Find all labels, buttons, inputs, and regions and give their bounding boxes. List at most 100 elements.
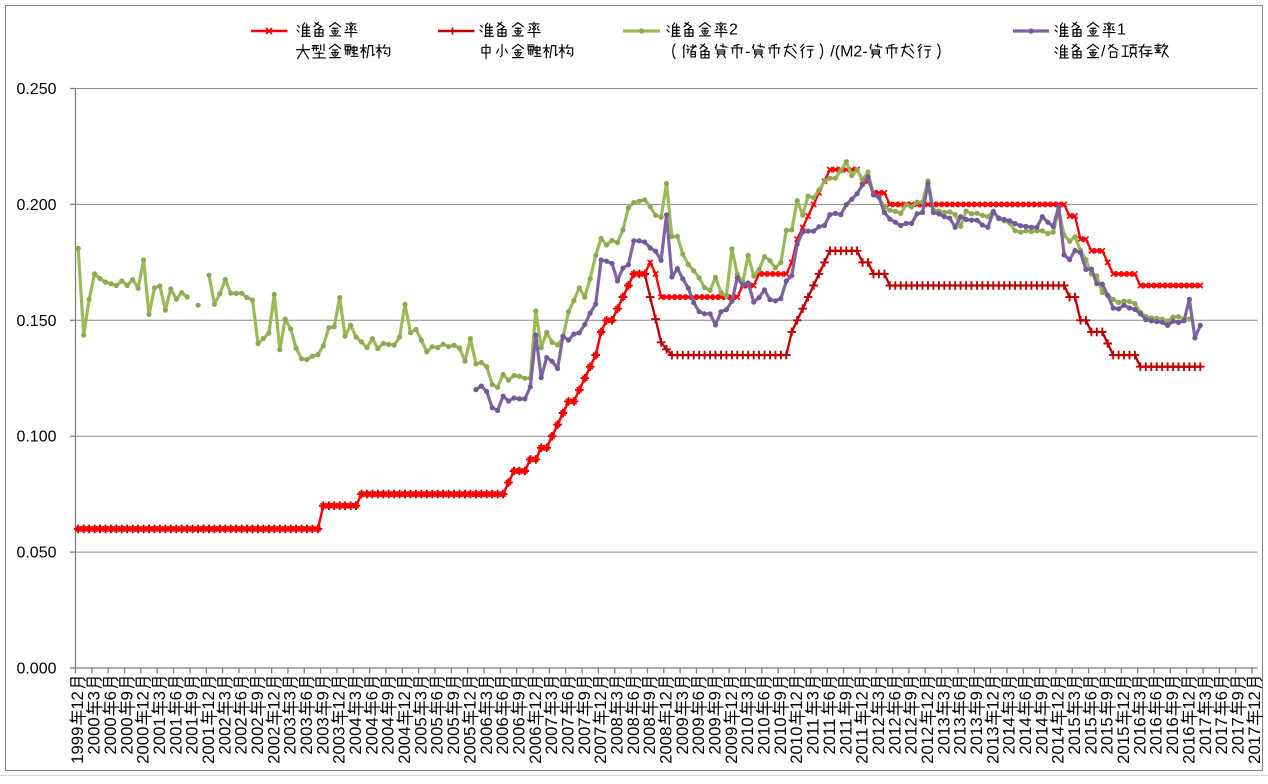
svg-text:2015: 2015 — [1081, 717, 1100, 754]
svg-text:2009: 2009 — [673, 717, 692, 754]
svg-text:3: 3 — [934, 691, 953, 700]
svg-text:2015: 2015 — [1098, 717, 1117, 754]
svg-text:6: 6 — [1081, 691, 1100, 700]
svg-text:2011: 2011 — [853, 728, 872, 764]
svg-text:12: 12 — [68, 691, 87, 710]
svg-text:9: 9 — [771, 691, 790, 700]
svg-text:2010: 2010 — [755, 717, 774, 754]
svg-text:2: 2 — [729, 22, 738, 39]
svg-text:2012: 2012 — [902, 717, 921, 754]
svg-text:6: 6 — [558, 691, 577, 700]
svg-text:3: 3 — [411, 691, 430, 700]
svg-text:2009: 2009 — [722, 727, 741, 764]
svg-text:2011: 2011 — [836, 719, 855, 755]
svg-text:2006: 2006 — [493, 717, 512, 754]
svg-text:12: 12 — [526, 691, 545, 710]
svg-text:2015: 2015 — [1114, 727, 1133, 764]
svg-text:6: 6 — [755, 691, 774, 700]
svg-text:2002: 2002 — [248, 717, 267, 754]
svg-text:12: 12 — [1179, 691, 1198, 710]
svg-text:2011: 2011 — [804, 719, 823, 755]
svg-text:6: 6 — [428, 691, 447, 700]
svg-text:12: 12 — [134, 691, 153, 710]
svg-text:2007: 2007 — [558, 717, 577, 754]
svg-text:2008: 2008 — [640, 717, 659, 754]
svg-text:6: 6 — [362, 691, 381, 700]
svg-text:2014: 2014 — [1000, 717, 1019, 754]
svg-text:2017: 2017 — [1196, 717, 1215, 754]
svg-text:0.250: 0.250 — [16, 81, 56, 98]
svg-text:2009: 2009 — [689, 717, 708, 754]
svg-text:2017: 2017 — [1228, 717, 1247, 754]
svg-text:2016: 2016 — [1147, 717, 1166, 754]
svg-text:2003: 2003 — [313, 717, 332, 754]
svg-text:3: 3 — [1130, 691, 1149, 700]
svg-text:3: 3 — [85, 691, 104, 700]
svg-text:2001: 2001 — [150, 717, 169, 754]
svg-text:9: 9 — [836, 691, 855, 700]
svg-text:9: 9 — [313, 691, 332, 700]
svg-text:6: 6 — [951, 691, 970, 700]
svg-text:2008: 2008 — [657, 727, 676, 764]
svg-text:12: 12 — [1049, 691, 1068, 710]
svg-text:9: 9 — [640, 691, 659, 700]
svg-text:2010: 2010 — [771, 717, 790, 754]
svg-text:2010: 2010 — [787, 727, 806, 764]
svg-text:2004: 2004 — [395, 727, 414, 764]
svg-text:2004: 2004 — [346, 717, 365, 754]
svg-text:2000: 2000 — [134, 727, 153, 764]
svg-text:2014: 2014 — [1016, 717, 1035, 754]
svg-text:2000: 2000 — [85, 717, 104, 754]
svg-text:3: 3 — [346, 691, 365, 700]
svg-text:6: 6 — [885, 691, 904, 700]
svg-text:2003: 2003 — [330, 727, 349, 764]
svg-text:3: 3 — [1196, 691, 1215, 700]
svg-text:2005: 2005 — [460, 727, 479, 764]
svg-text:9: 9 — [902, 691, 921, 700]
svg-text:2002: 2002 — [264, 727, 283, 764]
svg-text:2008: 2008 — [607, 717, 626, 754]
svg-text:2008: 2008 — [624, 717, 643, 754]
svg-text:12: 12 — [264, 691, 283, 710]
svg-text:9: 9 — [117, 691, 136, 700]
svg-text:3: 3 — [1000, 691, 1019, 700]
svg-text:2017: 2017 — [1212, 717, 1231, 754]
svg-text:2001: 2001 — [166, 717, 185, 754]
svg-text:0.200: 0.200 — [16, 197, 56, 214]
svg-text:9: 9 — [1098, 691, 1117, 700]
svg-text:12: 12 — [787, 691, 806, 710]
svg-text:6: 6 — [820, 691, 839, 700]
svg-text:1: 1 — [1117, 22, 1126, 39]
svg-text:2016: 2016 — [1179, 727, 1198, 764]
svg-text:3: 3 — [1065, 691, 1084, 700]
svg-text:9: 9 — [967, 691, 986, 700]
svg-text:9: 9 — [248, 691, 267, 700]
svg-text:12: 12 — [460, 691, 479, 710]
svg-text:-: - — [745, 43, 750, 60]
svg-text:3: 3 — [150, 691, 169, 700]
svg-text:3: 3 — [738, 691, 757, 700]
svg-text:3: 3 — [477, 691, 496, 700]
svg-text:9: 9 — [183, 691, 202, 700]
svg-text:2016: 2016 — [1163, 717, 1182, 754]
svg-text:2011: 2011 — [820, 719, 839, 755]
svg-text:2003: 2003 — [281, 717, 300, 754]
svg-text:2016: 2016 — [1130, 717, 1149, 754]
svg-text:6: 6 — [1016, 691, 1035, 700]
svg-text:3: 3 — [281, 691, 300, 700]
svg-text:2009: 2009 — [706, 717, 725, 754]
svg-text:2005: 2005 — [444, 717, 463, 754]
svg-text:6: 6 — [232, 691, 251, 700]
svg-text:6: 6 — [493, 691, 512, 700]
svg-text:6: 6 — [297, 691, 316, 700]
svg-text:9: 9 — [444, 691, 463, 700]
svg-text:9: 9 — [575, 691, 594, 700]
svg-text:9: 9 — [379, 691, 398, 700]
svg-text:12: 12 — [983, 691, 1002, 710]
svg-text:2012: 2012 — [918, 727, 937, 764]
svg-text:9: 9 — [706, 691, 725, 700]
svg-text:3: 3 — [607, 691, 626, 700]
svg-text:3: 3 — [542, 691, 561, 700]
svg-text:2010: 2010 — [738, 717, 757, 754]
svg-text:2017: 2017 — [1245, 727, 1264, 764]
